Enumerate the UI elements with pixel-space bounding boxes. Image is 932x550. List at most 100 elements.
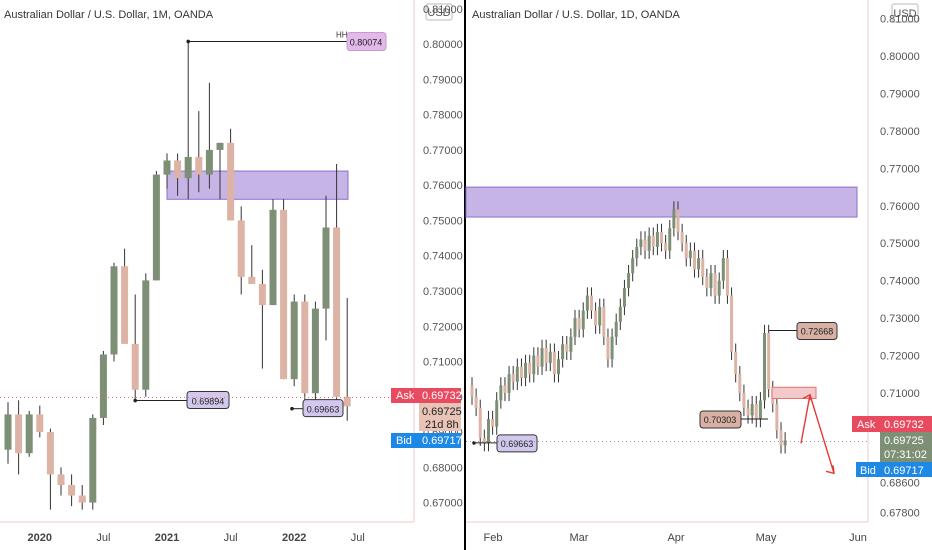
price-tags-left: Ask 0.69732 0.69725 21d 8h Bid 0.69717 — [391, 388, 462, 448]
projection-arrow — [800, 393, 835, 475]
time-axis-left[interactable]: 2020 Jul 2021 Jul 2022 Jul — [0, 521, 414, 544]
candle-body — [783, 440, 787, 446]
candle — [676, 201, 680, 241]
y-tick-label: 0.77000 — [423, 145, 463, 157]
x-tick-label: Mar — [570, 532, 589, 544]
candle-body — [627, 273, 631, 289]
candle-body — [540, 348, 544, 367]
candle — [758, 392, 762, 428]
candle-body — [606, 336, 610, 360]
candle — [478, 399, 482, 447]
candle-body — [536, 355, 540, 367]
candle-body — [99, 354, 107, 418]
candle-body — [301, 301, 309, 394]
low-dot — [133, 398, 137, 403]
candle-body — [89, 417, 97, 503]
candle — [622, 279, 626, 316]
candle-body — [4, 414, 12, 450]
candle-body — [470, 385, 474, 397]
currency-badge[interactable] — [425, 3, 453, 21]
candle-body — [557, 359, 561, 375]
candle — [503, 377, 507, 402]
candle — [269, 199, 277, 306]
bid-value: 0.69717 — [422, 435, 462, 447]
candle-body — [742, 392, 746, 408]
candle-body — [511, 374, 515, 382]
y-tick-label: 0.71000 — [880, 388, 920, 400]
candle — [470, 377, 474, 405]
candle — [721, 249, 725, 289]
y-tick-label: 0.74000 — [423, 251, 463, 263]
candle-body — [68, 484, 76, 496]
candle — [655, 223, 659, 256]
candle — [614, 313, 618, 346]
candle-body — [110, 266, 118, 355]
candle-body — [602, 306, 606, 337]
y-tick-label: 0.68000 — [423, 462, 463, 474]
high-price: 0.72668 — [801, 326, 834, 336]
y-tick-label: 0.80000 — [423, 39, 463, 51]
x-tick-label: Jul — [224, 532, 238, 544]
candle-body — [635, 246, 639, 259]
daily-chart-panel[interactable]: 0.72668 0.70303 0.69663 Australian Dollar … — [465, 9, 868, 475]
candle-body — [46, 432, 54, 475]
candle-body — [524, 362, 528, 378]
high-price-box — [796, 321, 838, 340]
candle-body — [697, 258, 701, 270]
candle-body — [532, 355, 536, 375]
candle — [725, 249, 729, 304]
candle — [581, 302, 585, 338]
candle-body — [631, 258, 635, 274]
candle — [618, 298, 622, 331]
candle-body — [758, 400, 762, 420]
last-price: 0.69725 — [422, 406, 462, 418]
candle-body — [258, 283, 266, 306]
x-tick-label: Apr — [667, 532, 684, 544]
hh-dot — [186, 39, 190, 44]
candle-body — [721, 258, 725, 281]
candle — [565, 336, 569, 360]
currency-badge[interactable] — [891, 3, 919, 23]
candle-body — [660, 232, 664, 244]
ask-label: Ask — [857, 419, 876, 431]
time-axis-right[interactable]: Feb Mar Apr May Jun — [466, 521, 868, 544]
candle-body — [174, 160, 182, 179]
low2-price-box — [302, 399, 344, 418]
candle — [589, 287, 593, 319]
candle — [499, 377, 503, 409]
candle-body — [746, 407, 750, 416]
candle — [692, 242, 696, 278]
candle-body — [227, 142, 235, 221]
candle — [474, 388, 478, 417]
candle — [767, 324, 771, 398]
candle — [482, 429, 486, 452]
y-tick-label: 0.74000 — [880, 276, 920, 288]
candle-body — [195, 156, 203, 175]
candle-body — [692, 250, 696, 270]
candle-body — [163, 160, 171, 175]
candle-body — [705, 276, 709, 289]
candle — [528, 354, 532, 383]
candle — [573, 309, 577, 346]
candle — [598, 298, 602, 334]
candle — [142, 273, 150, 397]
candle — [333, 164, 341, 401]
candle-body — [322, 227, 330, 309]
low2-price-box — [496, 434, 538, 453]
candle-body — [680, 232, 684, 244]
monthly-chart-panel[interactable]: HH0.80074 0.69894 0.69663 Australian Dolla… — [0, 9, 414, 510]
bid-value: 0.69717 — [884, 465, 924, 477]
candle — [754, 395, 758, 428]
resistance-box — [771, 386, 817, 400]
candle — [36, 405, 44, 438]
candle-body — [688, 250, 692, 259]
candle-body — [779, 430, 783, 446]
candle — [121, 248, 129, 344]
candle — [688, 242, 692, 267]
low2-price: 0.69663 — [501, 439, 534, 449]
candle — [68, 474, 76, 507]
x-tick-label: 2020 — [28, 532, 52, 544]
candle-body — [684, 243, 688, 259]
candle-body — [767, 333, 771, 390]
